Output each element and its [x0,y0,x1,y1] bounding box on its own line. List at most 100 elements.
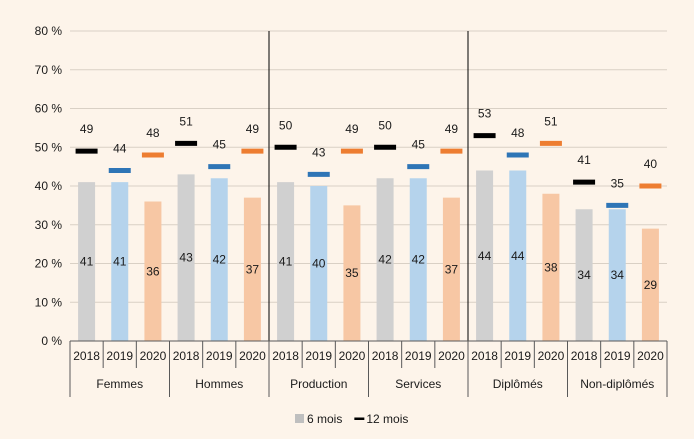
bar-2020 [243,197,261,341]
marker-2019 [606,202,629,208]
x-tick-label-year: 2019 [206,349,233,363]
bar-2019 [210,178,228,341]
bar-value-label: 34 [577,268,591,282]
bar-2018 [476,170,494,341]
bar-2020 [641,228,659,341]
bar-value-label: 41 [113,255,127,269]
x-group-label: Femmes [96,377,143,391]
y-tick-label: 20 % [35,257,63,271]
x-tick-label-year: 2020 [339,349,366,363]
bar-value-label: 44 [478,249,492,263]
bar-value-label: 41 [80,255,94,269]
marker-value-label: 49 [445,122,459,136]
y-tick-label: 60 % [35,102,63,116]
bar-2018 [78,182,96,341]
legend: 6 mois 12 mois [295,412,408,426]
x-tick-label-year: 2020 [438,349,465,363]
gridlines [70,30,667,303]
x-tick-label-year: 2018 [471,349,498,363]
bar-2018 [277,182,295,341]
y-tick-label: 10 % [35,295,63,309]
marker-value-label: 40 [644,157,658,171]
marker-2018 [374,144,397,150]
y-tick-label: 70 % [35,63,63,77]
legend-swatch-dash [354,417,365,420]
marker-2019 [208,164,231,170]
x-axis: 2018 2019 2020 Femmes 2018 2019 2020 Hommes 2018… [69,340,668,397]
bar-value-label: 42 [213,253,227,267]
marker-2020 [539,140,562,146]
marker-2018 [274,144,297,150]
marker-value-label: 45 [213,138,227,152]
x-tick-label-year: 2019 [305,349,332,363]
x-tick-label-year: 2019 [604,349,631,363]
bar-2019 [409,178,427,341]
bar-value-label: 35 [345,266,359,280]
bar-value-label: 36 [146,264,160,278]
x-tick-label-year: 2020 [637,349,664,363]
x-tick-label-year: 2018 [571,349,598,363]
group-separators [268,31,469,341]
x-group-label: Production [290,377,347,391]
marker-value-label: 49 [246,122,260,136]
x-group-label: Services [395,377,441,391]
bar-value-label: 42 [378,253,392,267]
bar-value-label: 40 [312,257,326,271]
x-tick-label-year: 2020 [239,349,266,363]
bar-2020 [442,197,460,341]
x-tick-label-year: 2020 [538,349,565,363]
marker-value-label: 45 [412,138,426,152]
marker-2018 [473,133,496,139]
y-axis-tick-labels: 0 % 10 % 20 % 30 % 40 % 50 % 60 % 70 % 80 % [35,24,63,348]
marker-2018 [75,148,98,154]
marker-2020 [241,148,264,154]
marker-value-label: 44 [113,142,127,156]
marker-2019 [307,171,330,177]
bar-value-label: 37 [445,262,459,276]
legend-swatch-square [295,414,304,423]
marker-2020 [639,183,662,189]
legend-label: 12 mois [366,412,408,426]
x-tick-label-year: 2019 [504,349,531,363]
marker-value-label: 53 [478,107,492,121]
marker-2020 [340,148,363,154]
marker-value-label: 48 [511,126,525,140]
marker-2019 [506,152,529,158]
marker-value-label: 50 [279,118,293,132]
marker-2019 [108,168,131,173]
x-group-label: Non-diplômés [580,377,654,391]
bar-value-label: 37 [246,262,260,276]
marker-2019 [407,164,430,170]
x-tick-label-year: 2018 [73,349,100,363]
bar-value-label: 29 [644,278,658,292]
marker-2018 [573,179,596,185]
marker-value-label: 48 [146,126,160,140]
marker-2018 [175,140,198,146]
marker-value-label: 51 [544,114,558,128]
x-tick-label-year: 2019 [106,349,133,363]
x-tick-label-year: 2018 [372,349,399,363]
x-tick-label-year: 2018 [272,349,299,363]
marker-2020 [141,152,164,158]
bar-2020 [542,193,560,341]
bar-2018 [376,178,394,341]
bar-value-label: 43 [179,251,193,265]
bar-value-label: 42 [412,253,426,267]
bar-value-label: 34 [611,268,625,282]
markers-twelve-months [75,133,662,208]
y-tick-label: 30 % [35,218,63,232]
marker-value-labels: 49 44 48 51 45 49 50 43 49 50 45 49 53 48 51 41 35 40 [80,107,658,191]
bar-2018 [575,209,593,341]
y-tick-label: 80 % [35,24,63,38]
y-tick-label: 0 % [41,334,62,348]
x-group-label: Diplômés [493,377,543,391]
legend-label: 6 mois [307,412,342,426]
bar-2020 [144,201,162,341]
marker-value-label: 41 [577,153,591,167]
marker-value-label: 35 [611,176,625,190]
x-tick-label-year: 2019 [405,349,432,363]
marker-value-label: 43 [312,145,326,159]
marker-2020 [440,148,463,154]
bars-six-months [78,170,659,341]
